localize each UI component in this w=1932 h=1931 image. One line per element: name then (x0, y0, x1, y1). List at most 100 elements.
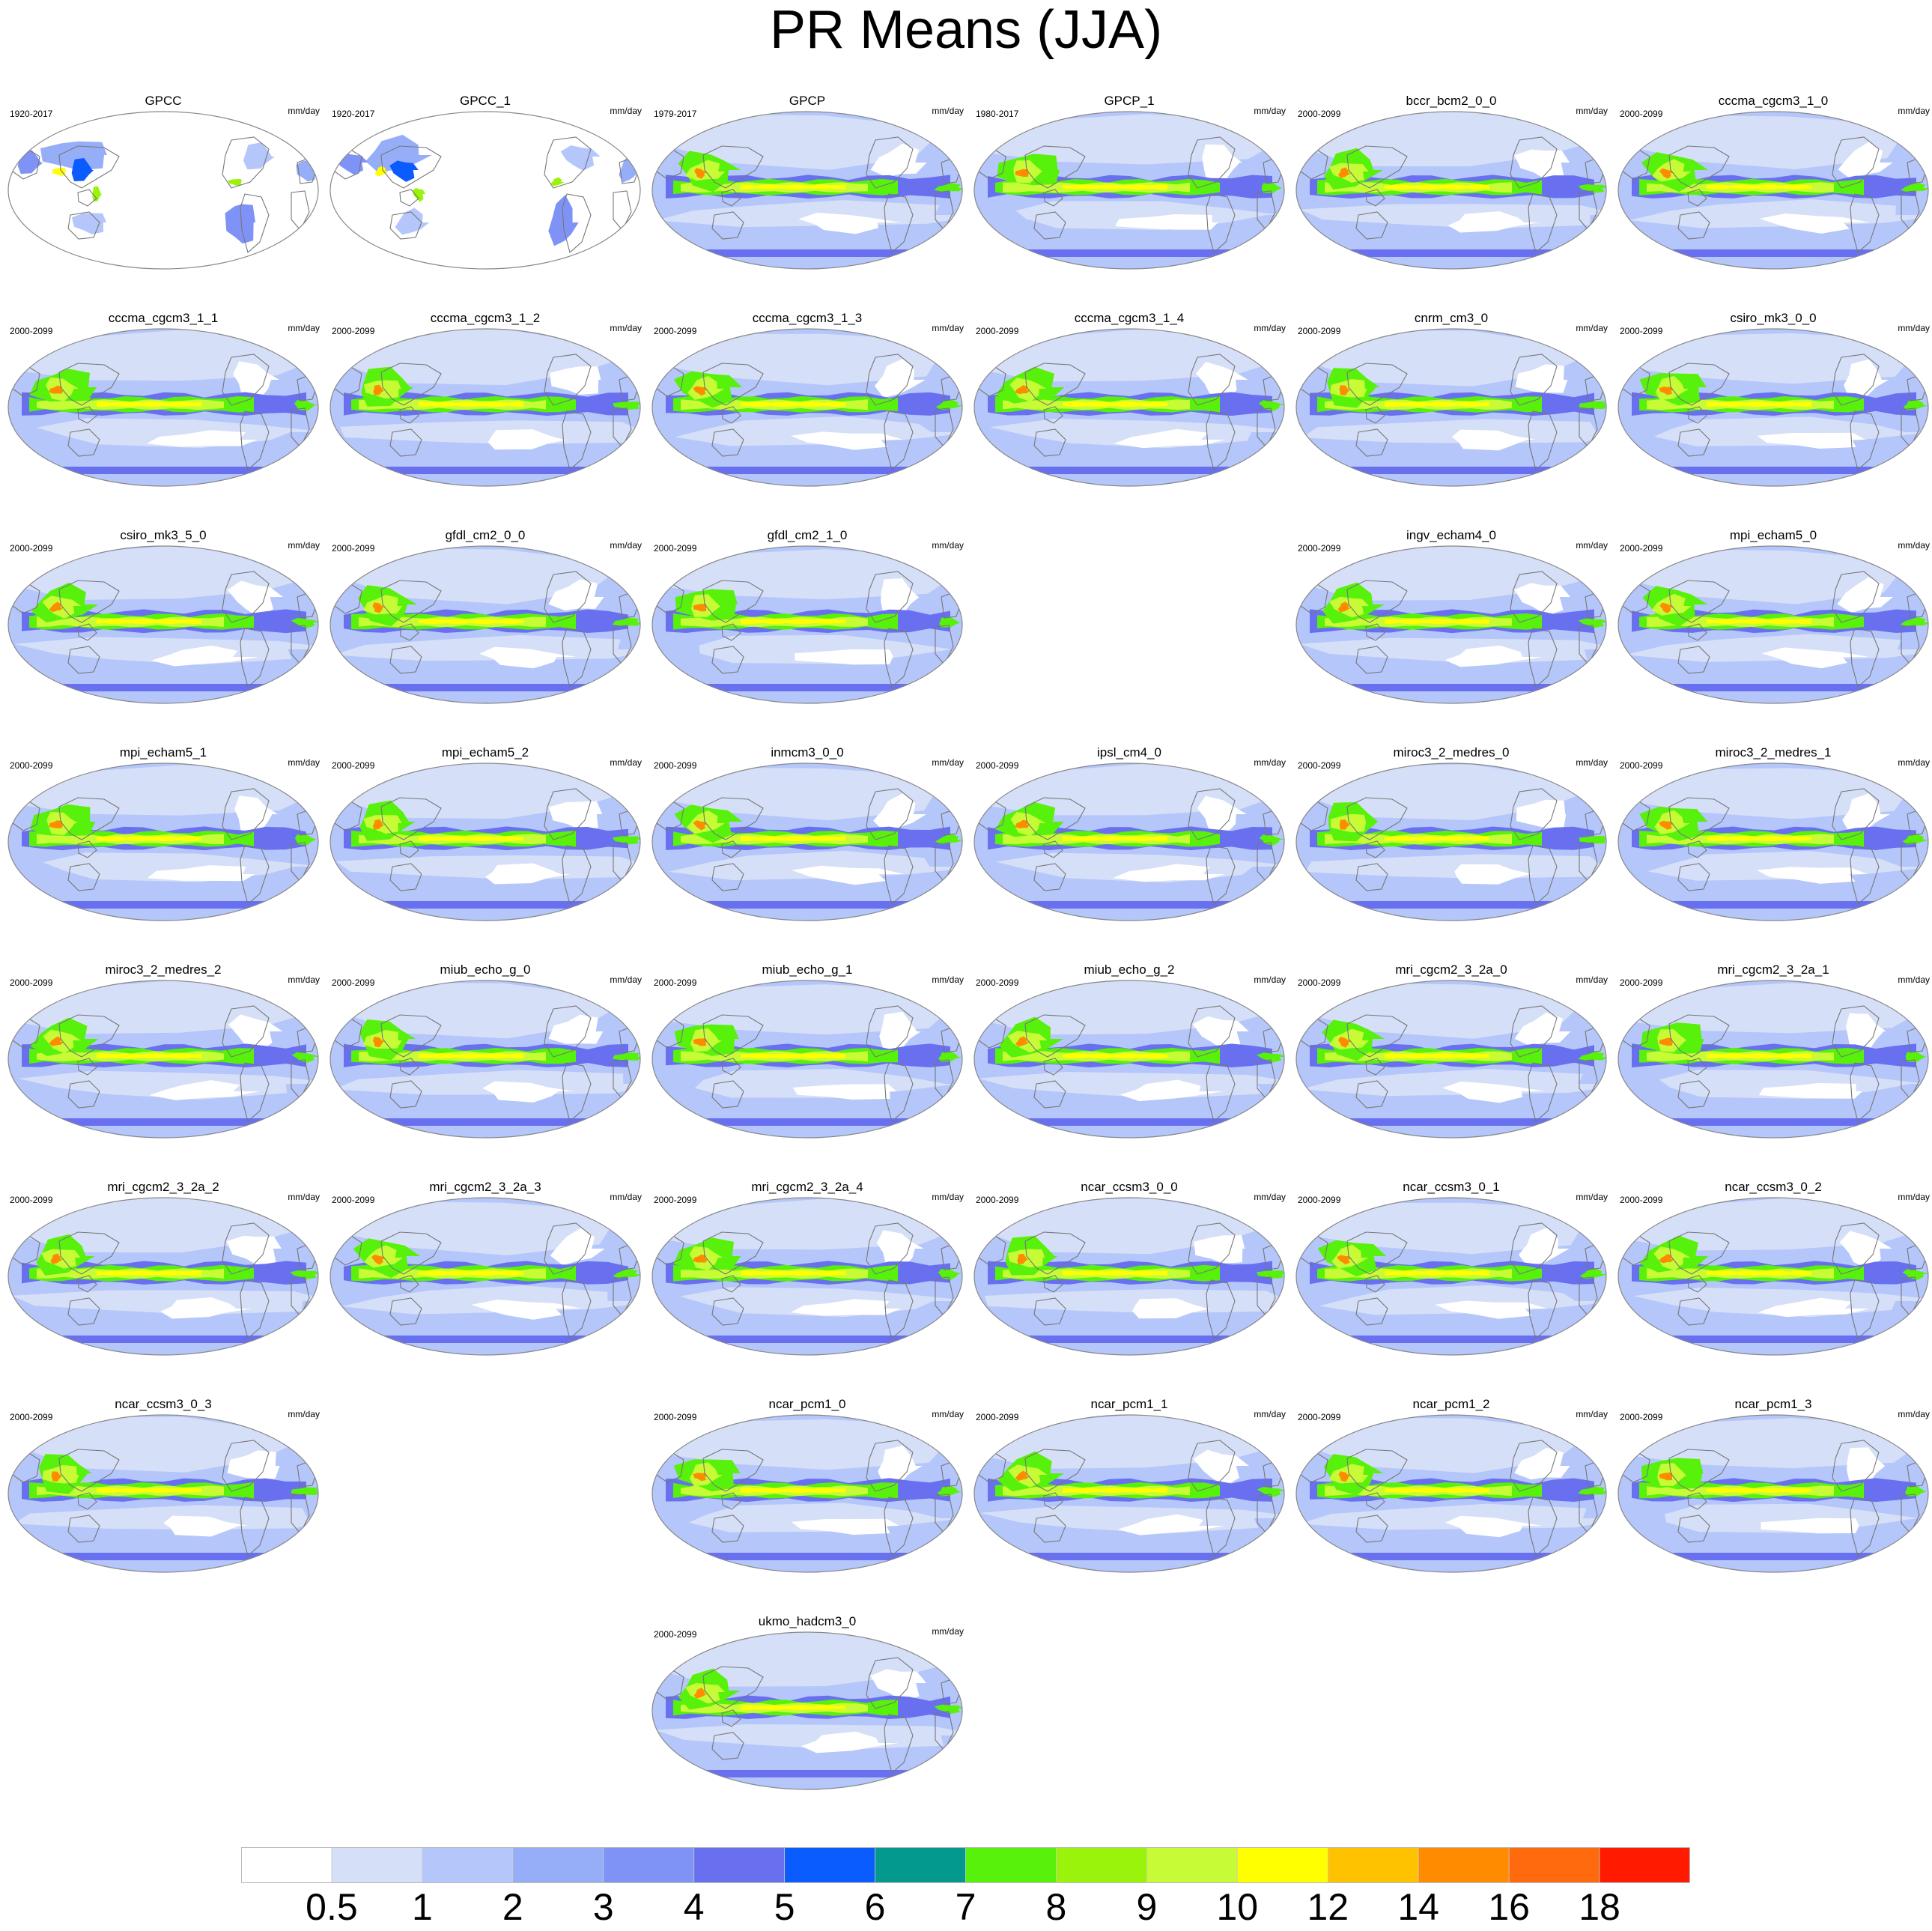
panel-period: 2000-2099 (1298, 760, 1341, 771)
map-panel: mri_cgcm2_3_2a_2 2000-2099 mm/day (2, 1180, 324, 1389)
map-panel: ncar_ccsm3_0_2 2000-2099 mm/day (1612, 1180, 1932, 1389)
panel-title: mpi_echam5_1 (119, 745, 207, 760)
precip-map (7, 111, 319, 270)
map-panel: miroc3_2_medres_2 2000-2099 mm/day (2, 963, 324, 1172)
panel-period: 2000-2099 (10, 760, 53, 771)
panel-units: mm/day (1898, 1192, 1930, 1202)
colorbar-swatch (1508, 1847, 1600, 1883)
panel-units: mm/day (1576, 1192, 1608, 1202)
panel-title: cnrm_cm3_0 (1414, 311, 1489, 325)
panel-units: mm/day (288, 757, 320, 768)
map-panel: ncar_ccsm3_0_0 2000-2099 mm/day (968, 1180, 1290, 1389)
panel-units: mm/day (1254, 757, 1286, 768)
map-panel: cccma_cgcm3_1_2 2000-2099 mm/day (324, 311, 646, 521)
colorbar-tick-label: 2 (502, 1886, 523, 1928)
map-panel: csiro_mk3_0_0 2000-2099 mm/day (1612, 311, 1932, 521)
panel-units: mm/day (1898, 757, 1930, 768)
map-panel: mpi_echam5_0 2000-2099 mm/day (1612, 528, 1932, 738)
colorbar (241, 1847, 1690, 1883)
precip-map (1617, 545, 1929, 704)
precip-map (1617, 763, 1929, 921)
colorbar-swatch (693, 1847, 786, 1883)
panel-title: mri_cgcm2_3_2a_4 (751, 1180, 863, 1194)
precip-map (329, 763, 641, 921)
map-panel: csiro_mk3_5_0 2000-2099 mm/day (2, 528, 324, 738)
precip-map (329, 328, 641, 487)
panel-period: 2000-2099 (10, 543, 53, 554)
map-panel: cccma_cgcm3_1_4 2000-2099 mm/day (968, 311, 1290, 521)
panel-title: cccma_cgcm3_1_1 (108, 311, 219, 325)
panel-title: cccma_cgcm3_1_2 (430, 311, 541, 325)
colorbar-swatch (1236, 1847, 1329, 1883)
colorbar-swatch (1599, 1847, 1690, 1883)
precip-map (973, 763, 1285, 921)
colorbar-swatch (241, 1847, 332, 1883)
map-panel: ncar_pcm1_0 2000-2099 mm/day (646, 1397, 968, 1607)
panel-period: 2000-2099 (654, 760, 697, 771)
panel-units: mm/day (610, 757, 642, 768)
panel-period: 2000-2099 (976, 1195, 1019, 1205)
precip-map (1295, 763, 1607, 921)
panel-period: 2000-2099 (10, 977, 53, 988)
panel-units: mm/day (1254, 1192, 1286, 1202)
map-panel: cccma_cgcm3_1_3 2000-2099 mm/day (646, 311, 968, 521)
map-panel: miub_echo_g_0 2000-2099 mm/day (324, 963, 646, 1172)
precip-map (973, 111, 1285, 270)
panel-units: mm/day (288, 540, 320, 551)
panel-title: mri_cgcm2_3_2a_0 (1395, 963, 1507, 977)
panel-units: mm/day (932, 540, 964, 551)
precip-map (329, 1197, 641, 1356)
panel-units: mm/day (610, 106, 642, 116)
colorbar-tick-label: 14 (1397, 1886, 1439, 1928)
colorbar-tick-label: 6 (864, 1886, 886, 1928)
panel-title: miub_echo_g_1 (762, 963, 853, 977)
precip-map (329, 545, 641, 704)
precip-map (1295, 328, 1607, 487)
map-panel: ncar_ccsm3_0_3 2000-2099 mm/day (2, 1397, 324, 1607)
map-panel: cccma_cgcm3_1_1 2000-2099 mm/day (2, 311, 324, 521)
panel-units: mm/day (932, 1626, 964, 1637)
panel-units: mm/day (1254, 106, 1286, 116)
panel-title: ipsl_cm4_0 (1097, 745, 1161, 760)
panel-title: mpi_echam5_2 (441, 745, 529, 760)
precip-map (1617, 1414, 1929, 1573)
panel-period: 2000-2099 (1620, 543, 1663, 554)
precip-map (1295, 980, 1607, 1139)
map-panel: miroc3_2_medres_1 2000-2099 mm/day (1612, 745, 1932, 955)
map-panel: ncar_ccsm3_0_1 2000-2099 mm/day (1290, 1180, 1612, 1389)
colorbar-swatch (965, 1847, 1057, 1883)
panel-title: miroc3_2_medres_1 (1715, 745, 1832, 760)
panel-units: mm/day (1898, 974, 1930, 985)
panel-title: ncar_ccsm3_0_0 (1081, 1180, 1178, 1194)
panel-units: mm/day (1898, 1409, 1930, 1419)
precip-map (1617, 1197, 1929, 1356)
colorbar-tick-label: 18 (1579, 1886, 1620, 1928)
panel-title: GPCC (145, 94, 182, 108)
panel-units: mm/day (1576, 540, 1608, 551)
precip-map (329, 111, 641, 270)
panel-title: GPCP (789, 94, 826, 108)
panel-units: mm/day (288, 1409, 320, 1419)
precip-map (7, 1197, 319, 1356)
panel-units: mm/day (932, 757, 964, 768)
colorbar-tick-label: 7 (955, 1886, 976, 1928)
panel-title: cccma_cgcm3_1_3 (752, 311, 863, 325)
panel-period: 2000-2099 (654, 977, 697, 988)
panel-period: 2000-2099 (332, 760, 375, 771)
panel-period: 1920-2017 (10, 109, 53, 119)
panel-title: ncar_ccsm3_0_2 (1725, 1180, 1822, 1194)
panel-units: mm/day (1576, 974, 1608, 985)
precip-map (1617, 980, 1929, 1139)
panel-units: mm/day (288, 323, 320, 333)
panel-title: cccma_cgcm3_1_4 (1074, 311, 1185, 325)
panel-title: miroc3_2_medres_0 (1393, 745, 1510, 760)
colorbar-tick-label: 3 (592, 1886, 614, 1928)
panel-title: ncar_pcm1_2 (1412, 1397, 1490, 1411)
panel-units: mm/day (932, 323, 964, 333)
panel-period: 2000-2099 (654, 543, 697, 554)
precip-map (973, 980, 1285, 1139)
panel-period: 2000-2099 (10, 326, 53, 336)
panel-period: 2000-2099 (332, 1195, 375, 1205)
panel-title: ncar_pcm1_1 (1090, 1397, 1168, 1411)
panel-title: miub_echo_g_2 (1084, 963, 1175, 977)
